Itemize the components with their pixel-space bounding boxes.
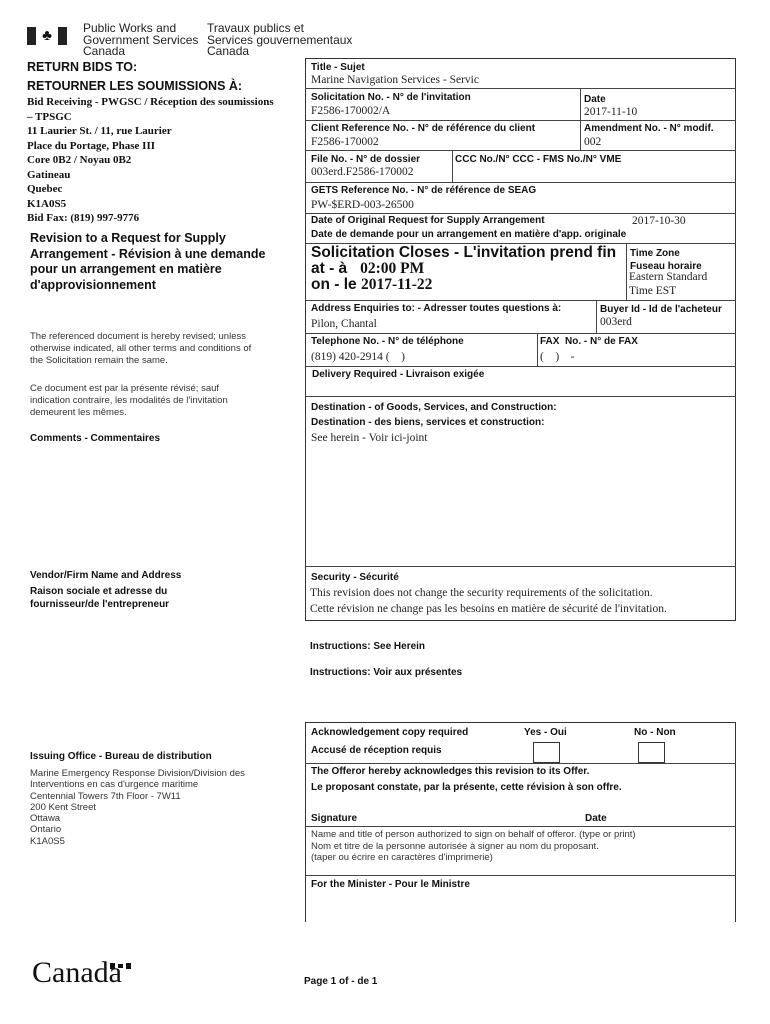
page-number: Page 1 of - de 1 [304, 976, 378, 987]
time-zone-label: Time Zone Fuseau horaire [630, 248, 702, 272]
solicitation-no-label: Solicitation No. - N° de l'invitation [311, 92, 471, 103]
gets-label: GETS Reference No. - N° de référence de … [311, 185, 537, 196]
minister-label: For the Minister - Pour le Ministre [311, 879, 470, 890]
enquiries-label: Address Enquiries to: - Adresser toutes … [311, 303, 562, 314]
file-no-value: 003erd.F2586-170002 [311, 166, 414, 178]
offeror-ack-fr: Le proposant constate, par la présente, … [311, 782, 622, 793]
signature-date-label: Date [585, 813, 607, 824]
closing-time: 02:00 PM [360, 260, 425, 277]
security-text-fr: Cette révision ne change pas les besoins… [310, 603, 667, 615]
ack-label-fr: Accusé de réception requis [311, 745, 442, 756]
destination-value: See herein - Voir ici-joint [311, 432, 428, 444]
client-ref-value: F2586-170002 [311, 136, 379, 148]
instructions-fr: Instructions: Voir aux présentes [310, 667, 463, 678]
amendment-value: 002 [584, 136, 602, 148]
authorized-person-label: Name and title of person authorized to s… [311, 829, 636, 863]
destination-label-en: Destination - of Goods, Services, and Co… [311, 402, 557, 413]
ccc-label: CCC No./N° CCC - FMS No./N° VME [455, 154, 622, 165]
security-text-en: This revision does not change the securi… [310, 587, 653, 599]
gets-value: PW-$ERD-003-26500 [311, 199, 414, 211]
fax-value: ( ) - [540, 351, 575, 363]
title-value: Marine Navigation Services - Servic [311, 74, 479, 86]
instructions-en: Instructions: See Herein [310, 641, 426, 652]
telephone-value: (819) 420-2914 ( ) [311, 351, 405, 363]
revision-notice-fr: Ce document est par la présente révisé; … [30, 383, 228, 418]
ack-label-en: Acknowledgement copy required [311, 727, 469, 738]
fax-label: FAX No. - N° de FAX [540, 336, 638, 347]
vendor-label: Vendor/Firm Name and Address Raison soci… [30, 570, 182, 610]
wordmark-flag-icon [110, 963, 132, 969]
client-ref-label: Client Reference No. - N° de référence d… [311, 123, 536, 134]
ack-yes-checkbox[interactable] [533, 742, 560, 763]
signature-label: Signature [311, 813, 358, 824]
ack-yes-label: Yes - Oui [524, 727, 567, 738]
ack-no-checkbox[interactable] [638, 742, 665, 763]
dept-name-fr: Travaux publics et Services gouvernement… [207, 21, 353, 58]
ack-no-label: No - Non [634, 727, 676, 738]
orig-date-label-fr: Date de demande pour un arrangement en m… [311, 229, 627, 240]
orig-date-label-en: Date of Original Request for Supply Arra… [311, 215, 545, 226]
security-label: Security - Sécurité [311, 572, 399, 583]
dept-name-en: Public Works and Government Services Can… [83, 21, 199, 58]
document-title: Revision to a Request for Supply Arrange… [30, 231, 266, 292]
closing-info: Solicitation Closes - L'invitation prend… [311, 244, 617, 293]
solicitation-no-value: F2586-170002/A [311, 105, 391, 117]
file-no-label: File No. - N° de dossier [311, 154, 421, 165]
closing-date: 2017-11-22 [360, 276, 433, 293]
issuing-office-label: Issuing Office - Bureau de distribution [30, 751, 212, 762]
title-label: Title - Sujet [311, 62, 365, 73]
comments-label: Comments - Commentaires [30, 433, 161, 444]
canada-wordmark: Canada [32, 958, 131, 988]
issuing-office-address: Marine Emergency Response Division/Divis… [30, 768, 245, 847]
amendment-label: Amendment No. - N° modif. [584, 123, 714, 134]
buyer-id-value: 003erd [600, 316, 632, 328]
date-label: Date [584, 94, 606, 105]
return-bids-address: Bid Receiving - PWGSC / Réception des so… [27, 96, 274, 224]
revision-notice-en: The referenced document is hereby revise… [30, 331, 252, 366]
telephone-label: Telephone No. - N° de téléphone [311, 336, 464, 347]
canada-flag-logo: ♣ [27, 27, 67, 45]
enquiries-value: Pilon, Chantal [311, 318, 377, 330]
date-value: 2017-11-10 [584, 106, 638, 118]
time-zone-value: Eastern Standard Time EST [629, 271, 708, 297]
destination-label-fr: Destination - des biens, services et con… [311, 417, 545, 428]
solicitation-form [305, 58, 736, 621]
maple-leaf-icon: ♣ [42, 27, 52, 44]
orig-date-value: 2017-10-30 [632, 215, 686, 227]
delivery-label: Delivery Required - Livraison exigée [312, 369, 485, 380]
acknowledgement-form [305, 722, 736, 922]
return-bids-title: RETURN BIDS TO: RETOURNER LES SOUMISSION… [27, 60, 243, 93]
offeror-ack-en: The Offeror hereby acknowledges this rev… [311, 766, 590, 777]
buyer-id-label: Buyer Id - Id de l'acheteur [600, 304, 722, 315]
